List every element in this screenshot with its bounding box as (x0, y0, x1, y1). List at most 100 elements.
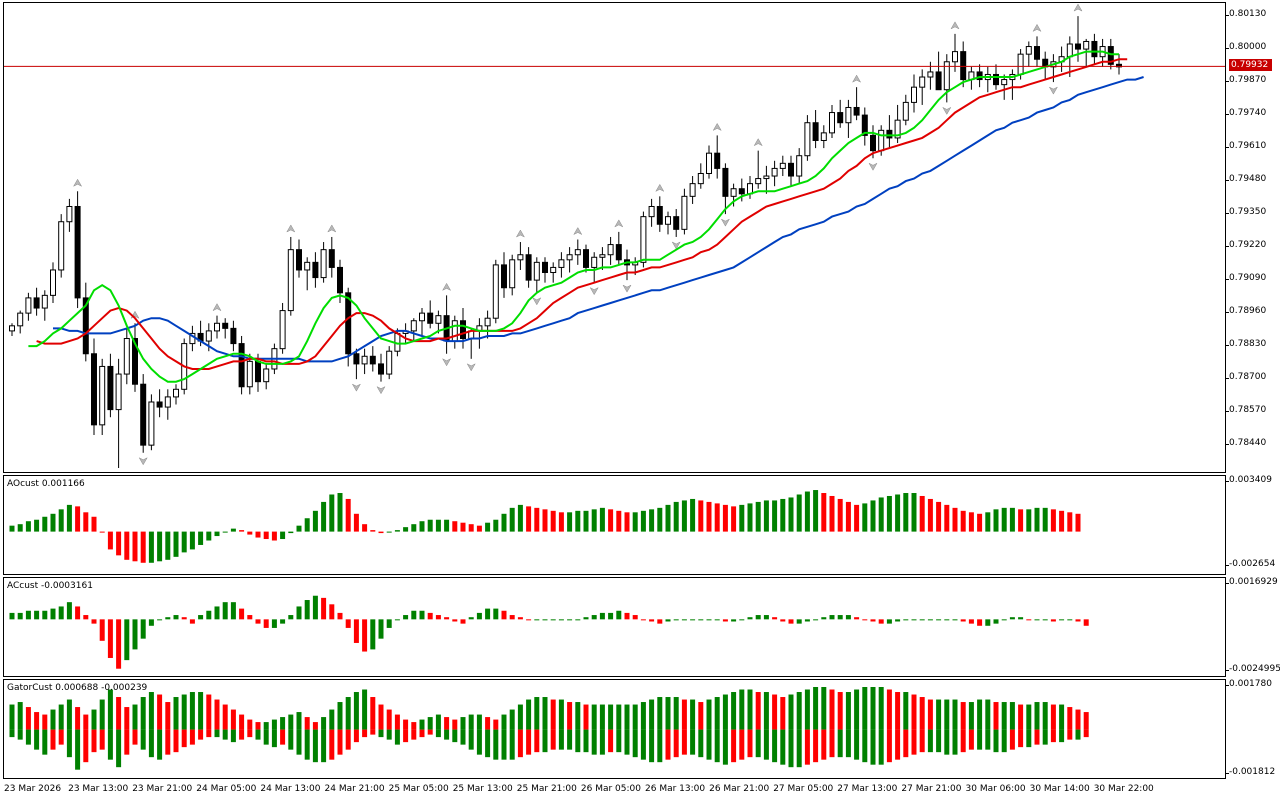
price-tick: 0.79090 (1225, 273, 1267, 284)
ao-bar (854, 504, 860, 532)
gator-up-bar (468, 714, 474, 730)
fractal-down-icon (532, 297, 542, 306)
gator-down-bar (739, 729, 745, 760)
ac-bar (222, 602, 228, 620)
ac-bar (9, 612, 15, 620)
candle (386, 350, 393, 375)
ao-bar (116, 531, 122, 556)
gator-down-bar (558, 729, 564, 750)
gator-up-bar (58, 704, 64, 730)
price-tick: 0.79480 (1225, 174, 1267, 185)
ac-bar (722, 619, 728, 622)
ao-bar (583, 510, 589, 532)
time-tick: 30 Mar 14:00 (1029, 784, 1090, 794)
gator-down-bar (116, 729, 122, 768)
gator-down-bar (624, 729, 630, 755)
gator-down-bar (263, 729, 269, 745)
gator-up-bar (837, 692, 843, 730)
candle (25, 297, 32, 314)
gator-up-bar (681, 699, 687, 730)
candle (345, 292, 352, 355)
candle (164, 396, 171, 408)
ao-bar (9, 525, 15, 532)
candle (140, 383, 147, 446)
gator-down-bar (763, 729, 769, 760)
ao-bar (517, 504, 523, 532)
ao-bar (599, 507, 605, 532)
gator-up-bar (1059, 704, 1065, 730)
candle (722, 167, 729, 197)
ac-bar (517, 617, 523, 620)
gator-down-bar (591, 729, 597, 755)
fractal-down-icon (942, 106, 952, 115)
price-axis: 0.80130 0.80000 0.79870 0.79740 0.79610 0.794… (1225, 2, 1280, 473)
gator-up-bar (501, 714, 507, 730)
candle (107, 365, 114, 411)
gator-down-bar (903, 729, 909, 758)
ac-bar (304, 600, 310, 620)
candle (558, 259, 565, 268)
ao-bar (403, 527, 409, 532)
ao-bar (985, 512, 991, 532)
gator-up-bar (878, 687, 884, 730)
ao-bar (845, 501, 851, 532)
candle (501, 264, 507, 289)
ao-bar (993, 509, 999, 532)
gator-down-bar (878, 729, 884, 765)
candle (279, 310, 286, 350)
ac-bar (804, 619, 810, 622)
ac-bar (1018, 617, 1024, 620)
ac-bar (83, 615, 89, 620)
gator-down-bar (132, 729, 138, 745)
gator-up-bar (140, 697, 146, 730)
ao-bar (509, 507, 515, 532)
gator-down-bar (304, 729, 310, 760)
ao-bar (91, 516, 97, 532)
price-tick: 0.78440 (1225, 438, 1267, 449)
candle (312, 261, 319, 279)
ao-panel[interactable]: AOcust 0.001166 (3, 475, 1226, 575)
ac-panel[interactable]: ACcust -0.0003161 (3, 577, 1226, 677)
candle (730, 188, 737, 197)
ao-bar (239, 530, 245, 532)
ao-bar (763, 500, 769, 532)
price-chart[interactable] (4, 3, 1226, 473)
candle (369, 355, 376, 365)
ao-bar (501, 513, 507, 532)
candle (779, 162, 786, 169)
ao-bar (681, 500, 687, 532)
gator-up-bar (927, 699, 933, 730)
gator-up-bar (649, 699, 655, 730)
price-tick: 0.80130 (1225, 9, 1267, 20)
ac-bar (66, 602, 72, 620)
candle (50, 269, 56, 296)
candle (337, 266, 343, 294)
ao-bar (378, 531, 384, 534)
candle (115, 373, 122, 411)
candle (615, 244, 622, 261)
gator-panel[interactable]: GatorCust 0.000688 -0.000239 (3, 679, 1226, 779)
ao-bar (829, 495, 835, 532)
ao-bar (1026, 509, 1032, 532)
gator-up-bar (329, 709, 335, 730)
fractal-down-icon (351, 383, 362, 392)
ao-bar (788, 497, 794, 532)
gator-up-bar (862, 687, 868, 730)
price-tick: 0.78570 (1225, 405, 1267, 416)
time-tick: 27 Mar 13:00 (837, 784, 898, 794)
ao-bar (886, 495, 892, 532)
gator-up-bar (509, 709, 515, 730)
candle (287, 249, 294, 312)
gator-down-bar (1067, 729, 1073, 740)
candle (246, 360, 253, 388)
gator-up-bar (476, 714, 482, 730)
candle (656, 205, 663, 225)
ac-bar (411, 610, 417, 620)
ao-bar (280, 531, 286, 540)
ao-bar (772, 500, 778, 532)
ao-bar (181, 531, 187, 553)
ac-axis: 0.0016929 -0.0024995 (1226, 577, 1280, 677)
ao-bar (919, 495, 925, 532)
price-chart-pane[interactable] (3, 2, 1226, 473)
ao-bar (1042, 507, 1048, 532)
